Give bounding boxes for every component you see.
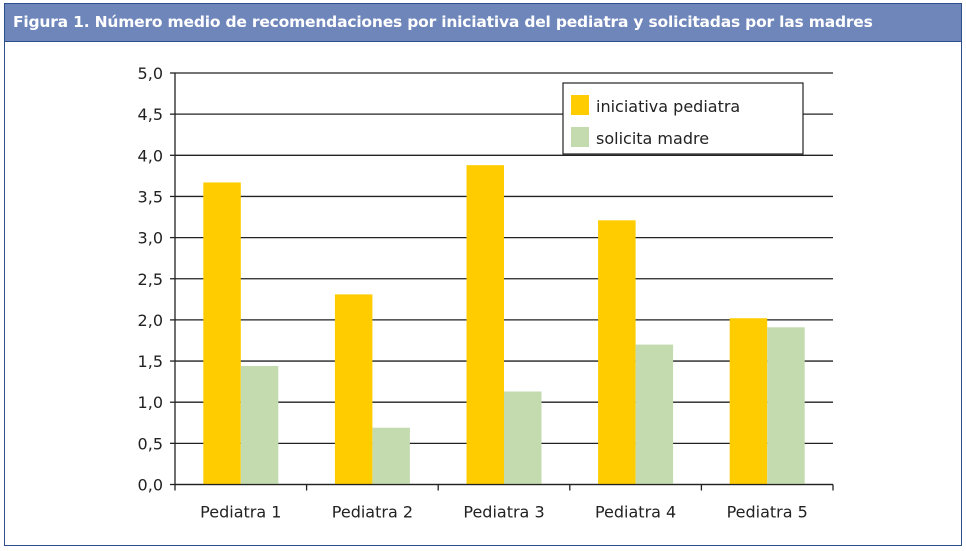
y-tick-label: 1,0 [138, 393, 163, 412]
bar-iniciativa-4 [598, 220, 636, 485]
bar-iniciativa-2 [334, 294, 373, 485]
y-tick-label: 0,5 [138, 434, 163, 453]
figure-header: Figura 1. Número medio de recomendacione… [5, 4, 961, 42]
bar-solicita-4 [635, 344, 674, 485]
y-tick-label: 4,5 [138, 105, 163, 124]
x-tick-label: Pediatra 5 [727, 503, 808, 522]
legend-swatch [571, 127, 589, 147]
bar-solicita-5 [767, 327, 805, 485]
x-tick-label: Pediatra 2 [332, 503, 413, 522]
bar-iniciativa-3 [466, 165, 504, 485]
y-tick-label: 2,5 [138, 270, 163, 289]
y-tick-label: 0,0 [138, 476, 163, 495]
y-tick-label: 5,0 [138, 64, 163, 83]
legend-box [562, 82, 804, 155]
bar-iniciativa-5 [729, 318, 768, 485]
y-tick-label: 2,0 [138, 311, 163, 330]
y-tick-label: 3,5 [138, 187, 163, 206]
legend-label: iniciativa pediatra [596, 97, 740, 116]
y-tick-label: 3,0 [138, 229, 163, 248]
legend-swatch [571, 95, 589, 115]
bar-iniciativa-1 [203, 182, 241, 485]
x-tick-label: Pediatra 4 [595, 503, 676, 522]
bar-solicita-2 [372, 427, 410, 485]
bar-solicita-1 [240, 365, 279, 485]
y-tick-label: 1,5 [138, 352, 163, 371]
x-tick-label: Pediatra 3 [463, 503, 544, 522]
legend-label: solicita madre [596, 129, 709, 148]
y-tick-label: 4,0 [138, 146, 163, 165]
figure-title: Figura 1. Número medio de recomendacione… [13, 13, 873, 31]
x-tick-label: Pediatra 1 [200, 503, 281, 522]
bar-solicita-3 [504, 391, 542, 485]
